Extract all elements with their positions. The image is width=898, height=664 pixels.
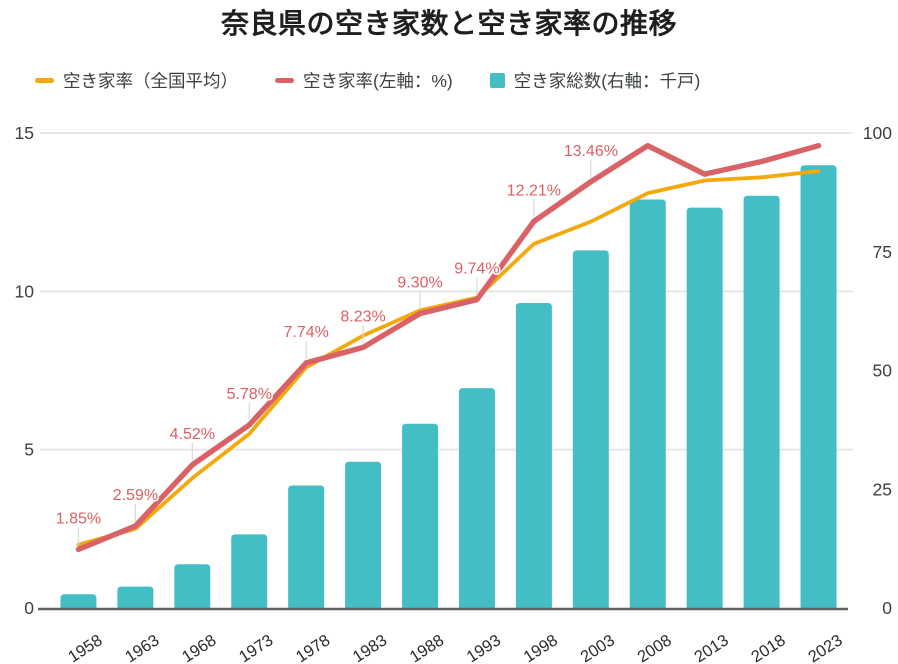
x-tick-label: 1968 (179, 631, 220, 664)
bar-1978[interactable] (288, 485, 325, 608)
annotation-label: 2.59% (113, 487, 158, 504)
legend-line-marker-icon (35, 78, 54, 83)
annotation-label: 8.23% (340, 308, 385, 325)
y-right-tick-label: 0 (882, 598, 892, 618)
x-tick-label: 1963 (122, 631, 163, 664)
x-tick-label: 2018 (748, 631, 789, 664)
y-left-tick-label: 15 (15, 123, 34, 143)
x-tick-label: 2003 (577, 631, 618, 664)
y-left-tick-label: 5 (24, 440, 34, 460)
x-tick-label: 1998 (520, 631, 561, 664)
y-left-tick-label: 0 (24, 598, 34, 618)
x-tick-label: 1978 (293, 631, 334, 664)
y-right-tick-label: 50 (873, 361, 893, 381)
bar-1998[interactable] (515, 303, 552, 608)
y-left-tick-label: 10 (15, 281, 35, 301)
chart-title: 奈良県の空き家数と空き家率の推移 (220, 8, 677, 39)
bar-1993[interactable] (458, 388, 495, 608)
legend-label: 空き家総数(右軸：千戸) (513, 71, 701, 91)
chart-plot-area: 1.85% 2.59% 4.52% 5.78% 7.74% 8.23% 9.30% 9.74%… (15, 123, 893, 664)
bar-1963[interactable] (117, 586, 154, 608)
legend-label: 空き家率（全国平均） (63, 71, 238, 91)
bar-1958[interactable] (60, 594, 97, 608)
x-tick-label: 2008 (634, 631, 675, 664)
legend-item-vacancy-rate-left-axis[interactable]: 空き家率(左軸：%) (275, 68, 453, 93)
annotation-label: 9.74% (454, 261, 499, 278)
annotation-label: 4.52% (170, 426, 215, 443)
bar-1983[interactable] (345, 461, 382, 608)
annotation-label: 12.21% (507, 182, 561, 199)
bar-1988[interactable] (402, 423, 439, 608)
legend-line-marker-icon (275, 78, 294, 83)
bar-2003[interactable] (572, 250, 609, 608)
annotation-label: 7.74% (283, 324, 328, 341)
line-nara-vacancy-rate[interactable] (75, 142, 822, 553)
legend-square-marker-icon (489, 73, 505, 88)
annotation-label: 13.46% (564, 143, 618, 160)
annotation-label: 9.30% (397, 275, 442, 292)
x-tick-label: 1993 (464, 631, 505, 664)
legend-item-national-average[interactable]: 空き家率（全国平均） (35, 68, 238, 93)
bar-2008[interactable] (629, 199, 666, 609)
annotation-label: 5.78% (227, 386, 272, 403)
x-tick-label: 1958 (65, 631, 106, 664)
x-tick-label: 1983 (350, 631, 391, 664)
bar-2018[interactable] (743, 195, 780, 608)
legend-label: 空き家率(左軸：%) (303, 71, 453, 91)
x-tick-label: 2013 (691, 631, 732, 664)
bar-1968[interactable] (174, 564, 211, 608)
y-right-tick-label: 25 (873, 479, 892, 499)
x-tick-label: 2023 (805, 631, 846, 664)
bar-2023[interactable] (800, 165, 837, 609)
bar-2013[interactable] (686, 207, 723, 608)
y-right-tick-label: 100 (863, 123, 892, 143)
x-tick-label: 1988 (407, 631, 448, 664)
bar-1973[interactable] (231, 534, 268, 608)
chart-legend: 空き家率（全国平均） 空き家率(左軸：%) 空き家総数(右軸：千戸) (35, 68, 700, 93)
legend-item-total-vacant-houses-right-axis[interactable]: 空き家総数(右軸：千戸) (489, 68, 701, 93)
annotation-label: 1.85% (56, 510, 101, 527)
x-tick-label: 1973 (236, 631, 277, 664)
y-right-tick-label: 75 (873, 242, 892, 262)
